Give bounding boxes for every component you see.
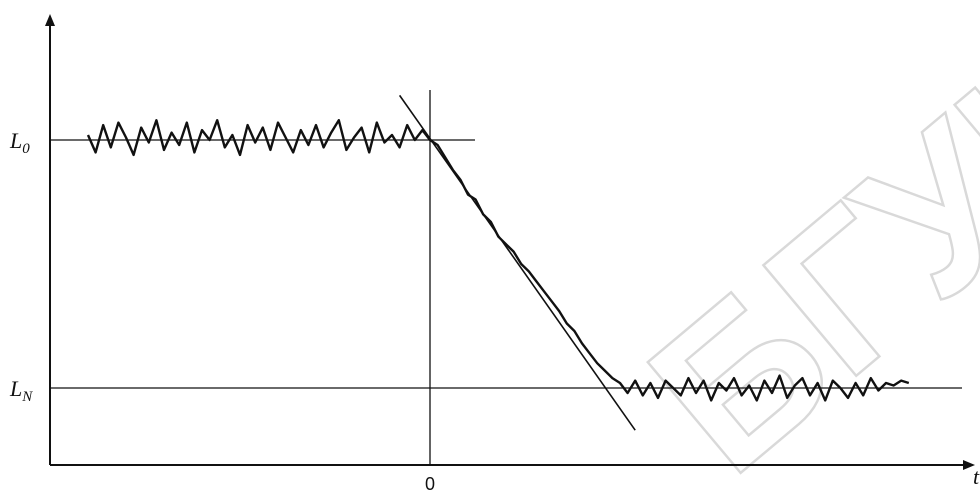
tangent-line [398, 94, 636, 431]
x-tick-label: 0 [425, 474, 435, 494]
x-axis-label: t [973, 464, 980, 489]
plot-area [86, 94, 910, 431]
reference-level-letter: L [9, 376, 22, 401]
y-axis-arrow [45, 14, 55, 26]
watermark: БГУИР [608, 0, 980, 494]
reference-level-label-L0: L0 [9, 128, 30, 157]
x-axis-arrow [963, 460, 975, 470]
reference-level-label-LN: LN [9, 376, 33, 405]
reference-level-letter: L [9, 128, 22, 153]
signal-series [86, 118, 910, 402]
reference-level-subscript: 0 [22, 141, 30, 157]
reference-level-subscript: N [21, 389, 33, 405]
axes [45, 14, 975, 470]
